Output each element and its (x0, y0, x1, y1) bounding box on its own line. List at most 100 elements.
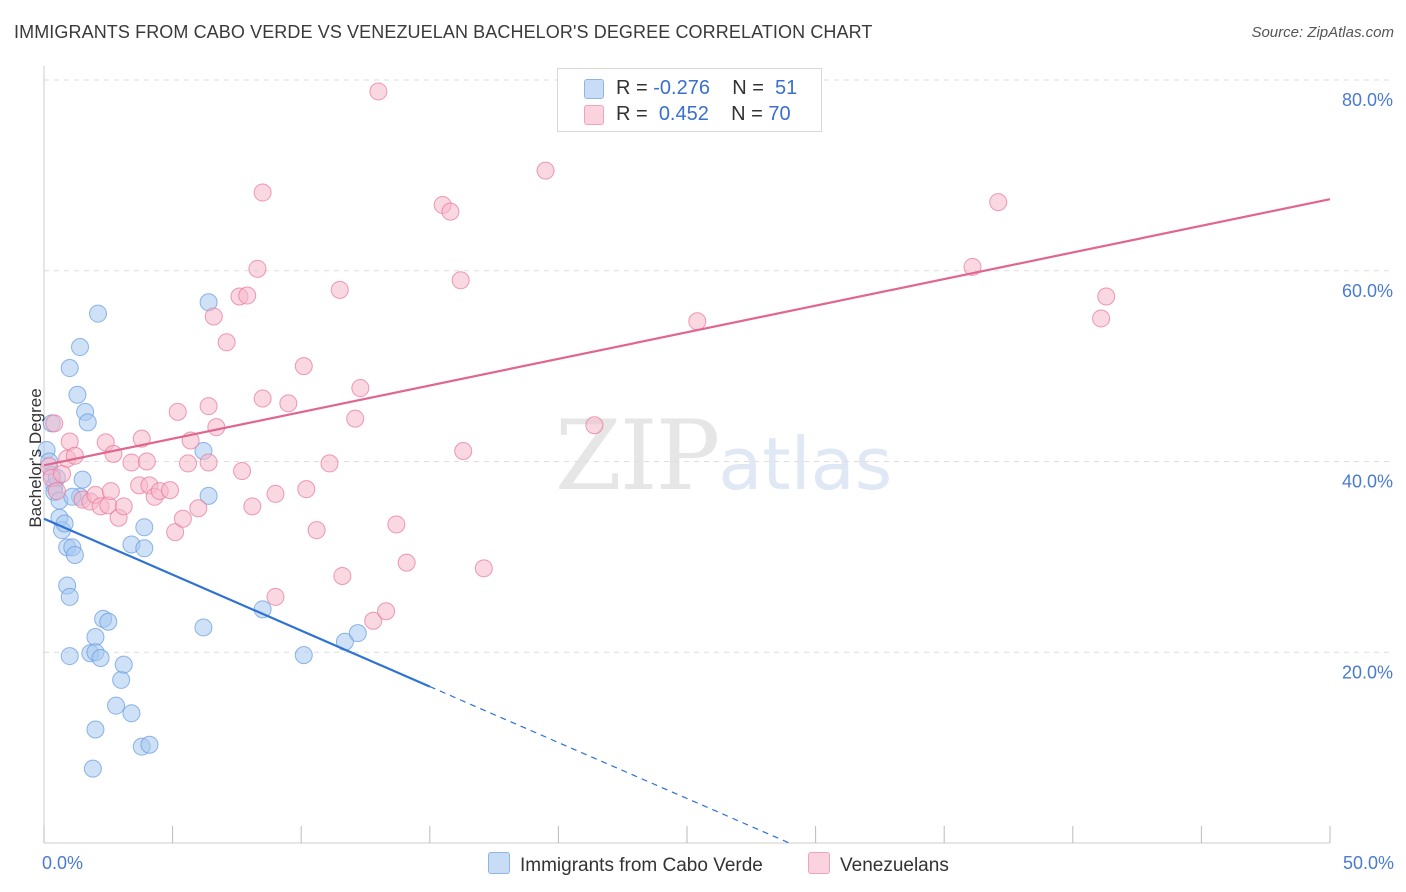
cabo-verde-point (122, 704, 141, 723)
venezuelan-point (189, 499, 208, 518)
cabo-verde-point (60, 359, 79, 378)
venezuelan-point (161, 481, 180, 500)
cabo-verde-point (91, 648, 110, 667)
venezuelan-point (168, 402, 187, 421)
venezuelan-point (207, 418, 226, 437)
venezuelan-point (217, 333, 236, 352)
venezuelan-point (104, 444, 123, 463)
cabo-verde-point (68, 385, 87, 404)
venezuelan-point (166, 523, 185, 542)
venezuelan-point (253, 389, 272, 408)
venezuelan-point (963, 257, 982, 276)
venezuelan-point (688, 312, 707, 331)
venezuelan-point (585, 416, 604, 435)
cabo-verde-point (73, 470, 92, 489)
cabo-verde-point (83, 759, 102, 778)
watermark-zip: ZIP (555, 400, 720, 512)
legend-r-label: R = (616, 77, 654, 99)
x-tick-label: 0.0% (42, 853, 83, 873)
y-tick-label: 60.0% (1342, 281, 1393, 301)
venezuelan-point (101, 482, 120, 501)
venezuelan-point (536, 161, 555, 180)
legend-r-value: -0.276 (653, 77, 710, 99)
y-tick-label: 40.0% (1342, 472, 1393, 492)
legend-n-value: 70 (768, 103, 791, 125)
watermark-atlas: atlas (718, 422, 893, 506)
venezuelan-point (248, 259, 267, 278)
bottom-legend-cabo-verde: Immigrants from Cabo Verde (488, 852, 763, 877)
legend-r-label: R = (616, 103, 654, 125)
cabo-verde-point (135, 539, 154, 558)
watermark: ZIPatlas (555, 400, 892, 512)
venezuelan-point (243, 497, 262, 516)
venezuelan-point (279, 394, 298, 413)
venezuelan-point (387, 515, 406, 534)
bottom-legend-venezuelans: Venezuelans (808, 852, 949, 877)
venezuelan-trendline (43, 198, 1331, 467)
venezuelan-point (199, 397, 218, 416)
cabo-verde-point (135, 518, 154, 537)
venezuelan-point (122, 453, 141, 472)
legend-swatch-venezuelans (584, 105, 604, 125)
cabo-verde-point (78, 413, 97, 432)
venezuelan-point (330, 280, 349, 299)
x-tick-label: 50.0% (1343, 853, 1394, 873)
venezuelan-point (204, 307, 223, 326)
cabo-verde-point (107, 696, 126, 715)
venezuelan-point (377, 602, 396, 621)
venezuelan-point (45, 414, 64, 433)
source-label: Source: ZipAtlas.com (1251, 24, 1394, 41)
venezuelan-point (474, 559, 493, 578)
legend-n-label: N = (732, 77, 770, 99)
venezuelan-point (266, 484, 285, 503)
cabo-verde-point (294, 646, 313, 665)
venezuelan-point (199, 453, 218, 472)
venezuelan-point (253, 183, 272, 202)
venezuelan-point (53, 464, 72, 483)
venezuelan-point (179, 454, 198, 473)
venezuelan-point (320, 454, 339, 473)
venezuelan-point (307, 521, 326, 540)
bottom-legend-swatch-cabo-verde (488, 852, 510, 874)
cabo-verde-point (86, 627, 105, 646)
cabo-verde-point (114, 655, 133, 674)
venezuelan-point (989, 193, 1008, 212)
correlation-legend: R = -0.276 N = 51 R = 0.452 N = 70 (557, 68, 822, 132)
venezuelan-point (132, 429, 151, 448)
venezuelan-point (173, 509, 192, 528)
legend-n-label: N = (731, 103, 769, 125)
venezuelan-point (1092, 309, 1111, 328)
cabo-verde-point (112, 670, 131, 689)
cabo-verde-trendline (43, 517, 431, 688)
bottom-legend-label-venezuelans: Venezuelans (840, 855, 949, 876)
venezuelan-point (351, 379, 370, 398)
venezuelan-point (137, 452, 156, 471)
cabo-verde-point (86, 720, 105, 739)
legend-n-value: 51 (775, 77, 798, 99)
venezuelan-point (364, 611, 383, 630)
venezuelan-point (65, 446, 84, 465)
cabo-verde-point (99, 612, 118, 631)
cabo-verde-point (199, 486, 218, 505)
venezuelan-point (266, 587, 285, 606)
cabo-verde-point (60, 587, 79, 606)
venezuelan-point (47, 482, 66, 501)
legend-swatch-cabo-verde (584, 79, 604, 99)
venezuelan-point (333, 566, 352, 585)
venezuelan-point (294, 357, 313, 376)
y-tick-label: 80.0% (1342, 90, 1393, 110)
bottom-legend-swatch-venezuelans (808, 852, 830, 874)
cabo-verde-point (71, 338, 90, 357)
venezuelan-point (346, 409, 365, 428)
cabo-verde-point (348, 624, 367, 643)
y-axis-label: Bachelor's Degree (26, 388, 45, 528)
cabo-verde-point (140, 735, 159, 754)
venezuelan-point (238, 286, 257, 305)
venezuelan-point (1097, 287, 1116, 306)
venezuelan-point (297, 480, 316, 499)
venezuelan-point (451, 271, 470, 290)
venezuelan-point (114, 497, 133, 516)
y-tick-label: 20.0% (1342, 662, 1393, 682)
venezuelan-point (233, 462, 252, 481)
